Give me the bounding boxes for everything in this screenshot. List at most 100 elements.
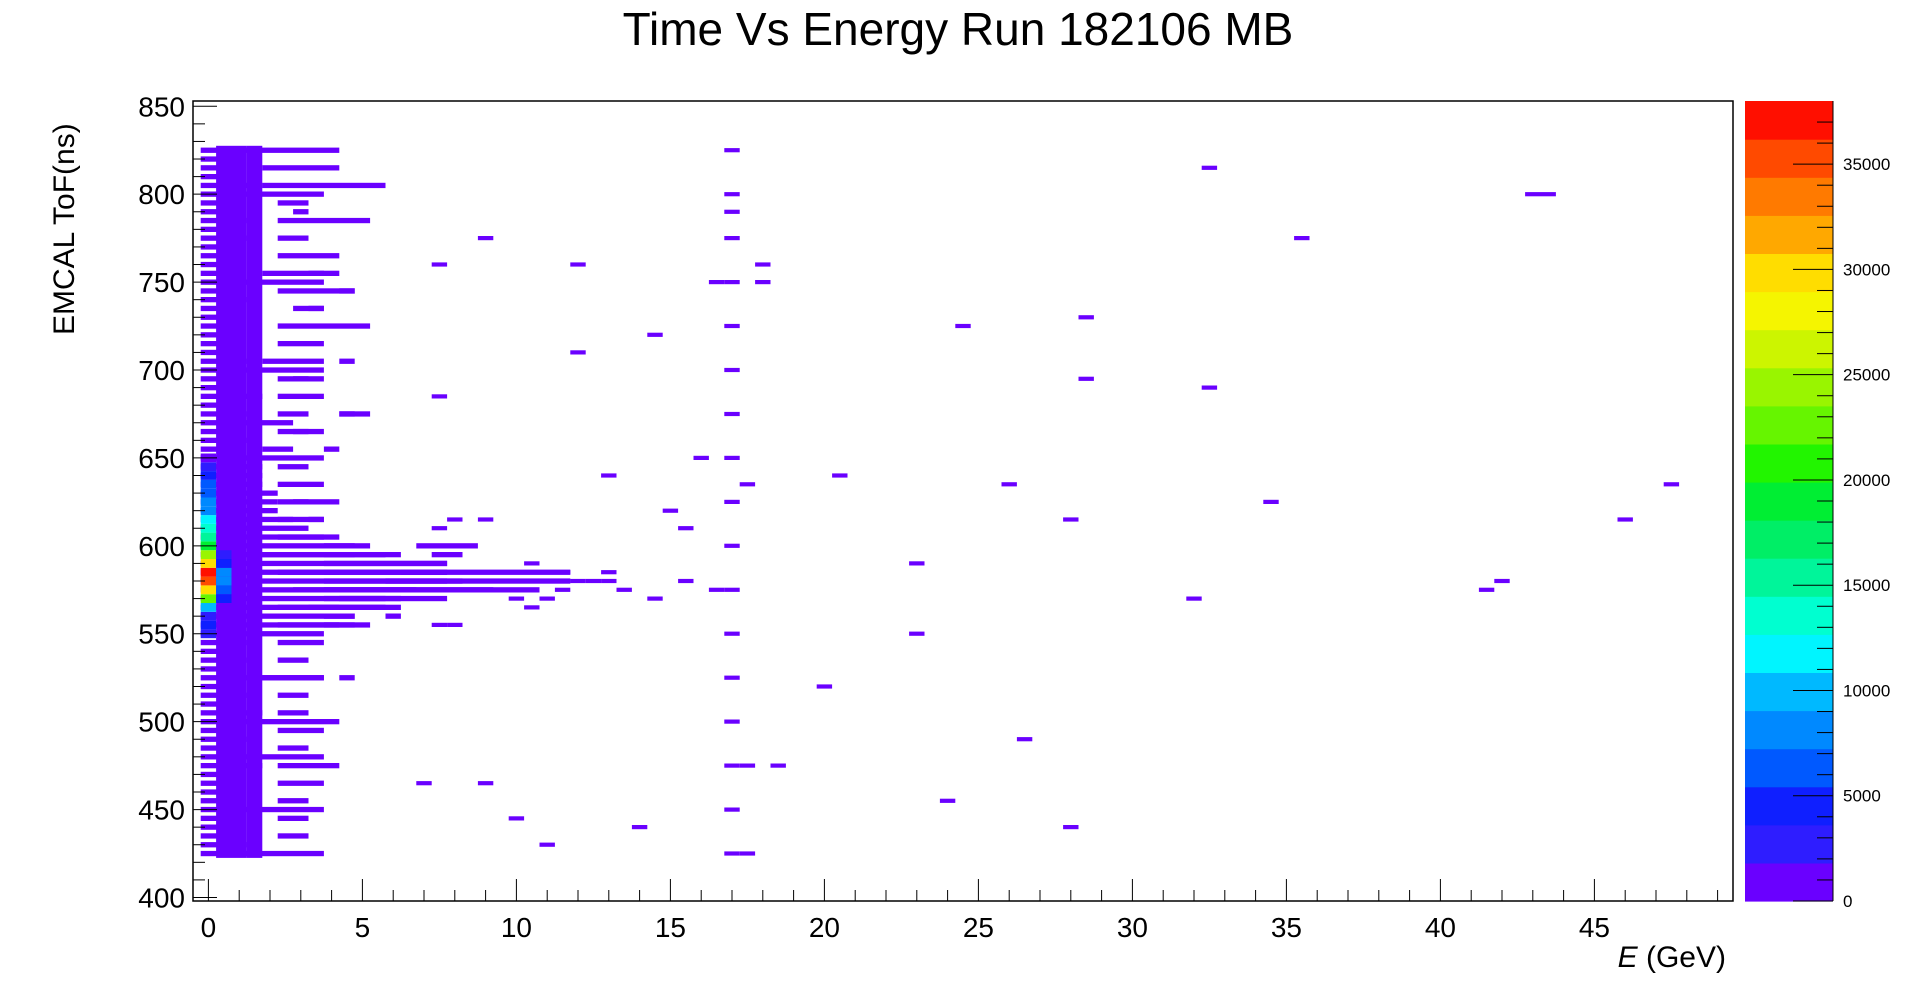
heatmap-row-segment	[200, 499, 278, 505]
heatmap-row-segment	[277, 569, 340, 575]
heatmap-row-segment	[293, 376, 324, 382]
heatmap-row-segment	[323, 560, 417, 567]
heatmap-bin	[462, 578, 478, 584]
heatmap-row-segment	[200, 191, 324, 197]
heatmap-row-segment	[200, 428, 232, 435]
heatmap-row-segment	[277, 411, 309, 417]
heatmap-bin	[647, 332, 663, 337]
heatmap-hot-bin	[200, 532, 217, 542]
color-scale-cell	[1745, 215, 1833, 254]
heatmap-bin	[1186, 596, 1202, 601]
heatmap-row-segment	[370, 604, 401, 610]
heatmap-row-segment	[416, 543, 478, 549]
heatmap-bin	[724, 411, 740, 417]
x-tick-label: 10	[501, 912, 532, 943]
heatmap-row-segment	[200, 771, 232, 778]
heatmap-row-segment	[200, 543, 355, 549]
heatmap-row-segment	[200, 174, 232, 180]
y-tick-label: 750	[138, 267, 185, 298]
color-scale: 0 5000 10000 15000 20000 25000 30000 35000	[1745, 101, 1890, 911]
heatmap-row-segment	[431, 552, 463, 558]
heatmap-row-segment	[200, 332, 232, 338]
heatmap-row-segment	[277, 200, 309, 206]
heatmap-bin	[739, 482, 756, 487]
heatmap-bin	[755, 280, 771, 285]
heatmap-bin	[724, 323, 740, 329]
heatmap-bin	[739, 851, 756, 856]
color-scale-cell	[1745, 367, 1833, 407]
heatmap-bin	[631, 825, 648, 830]
heatmap-row-segment	[200, 156, 232, 162]
heatmap-bin	[724, 543, 740, 548]
heatmap-hot-bin	[200, 559, 217, 568]
heatmap-row-segment	[277, 692, 309, 698]
heatmap-hot-bin	[200, 479, 217, 489]
heatmap-row-segment	[200, 464, 263, 470]
x-axis-label-unit: (GeV)	[1638, 941, 1726, 974]
heatmap-row-segment	[200, 182, 263, 189]
heatmap-row-segment	[308, 516, 324, 523]
heatmap-bin	[1078, 315, 1094, 320]
heatmap-row-segment	[277, 341, 324, 347]
heatmap-bin	[508, 596, 525, 601]
heatmap-bin	[554, 570, 571, 575]
heatmap-row-segment	[200, 455, 324, 461]
heatmap-hot-bin	[200, 620, 217, 630]
heatmap-bin	[739, 763, 756, 768]
heatmap-row-segment	[277, 534, 340, 540]
color-scale-cell	[1745, 710, 1833, 750]
heatmap-row-segment	[277, 481, 324, 487]
heatmap-bin	[678, 526, 694, 531]
heatmap-row-segment	[200, 798, 232, 804]
heatmap-row-segment	[200, 446, 232, 452]
heatmap-row-segment	[323, 604, 371, 610]
heatmap-row-segment	[293, 499, 309, 505]
heatmap-bin	[1663, 482, 1680, 487]
heatmap-row-segment	[200, 639, 247, 646]
heatmap-bin	[1078, 376, 1094, 381]
heatmap-bin	[724, 499, 740, 504]
heatmap-row-segment	[293, 428, 324, 435]
heatmap-row-segment	[200, 297, 247, 303]
heatmap-bin	[508, 816, 525, 821]
color-scale-cell	[1745, 291, 1833, 331]
heatmap-bin	[477, 587, 494, 592]
heatmap-row-segment	[400, 569, 448, 575]
y-tick-label: 850	[138, 91, 185, 122]
x-tick-label: 0	[201, 912, 217, 943]
heatmap-row-segment	[323, 446, 340, 452]
heatmap-hot-bin	[200, 567, 217, 577]
heatmap-bin	[431, 526, 448, 531]
heatmap-row-segment	[200, 226, 232, 232]
heatmap-bin	[524, 570, 540, 575]
heatmap-row-segment	[262, 182, 386, 189]
color-scale-cell	[1745, 520, 1833, 559]
heatmap-row-segment	[200, 701, 232, 707]
heatmap-hot-bin	[216, 550, 232, 559]
heatmap-row-segment	[200, 402, 232, 408]
heatmap-row-segment	[200, 613, 355, 619]
color-scale-cell	[1745, 596, 1833, 635]
heatmap-hot-bin	[200, 603, 217, 612]
heatmap-row-segment	[200, 727, 232, 734]
heatmap-bin	[724, 631, 740, 636]
heatmap-bin	[1016, 737, 1033, 742]
color-scale-cell	[1745, 862, 1833, 902]
heatmap-bin	[431, 622, 448, 627]
heatmap-row-segment	[308, 305, 324, 312]
heatmap-bin	[724, 807, 740, 812]
heatmap-bin	[1001, 482, 1017, 487]
z-tick-label: 15000	[1843, 576, 1890, 595]
x-tick-label: 20	[809, 912, 840, 943]
heatmap-row-segment	[200, 420, 294, 426]
heatmap-row-segment	[200, 780, 232, 786]
heatmap-hot-bin	[200, 576, 217, 586]
heatmap-hot-bin	[200, 550, 217, 559]
heatmap-bin	[477, 517, 494, 522]
heatmap-hot-bin	[200, 506, 217, 516]
heatmap-row-segment	[308, 270, 324, 276]
heatmap-hot-bin	[200, 585, 217, 595]
heatmap-row-segment	[200, 806, 324, 813]
heatmap-bin	[477, 236, 494, 241]
